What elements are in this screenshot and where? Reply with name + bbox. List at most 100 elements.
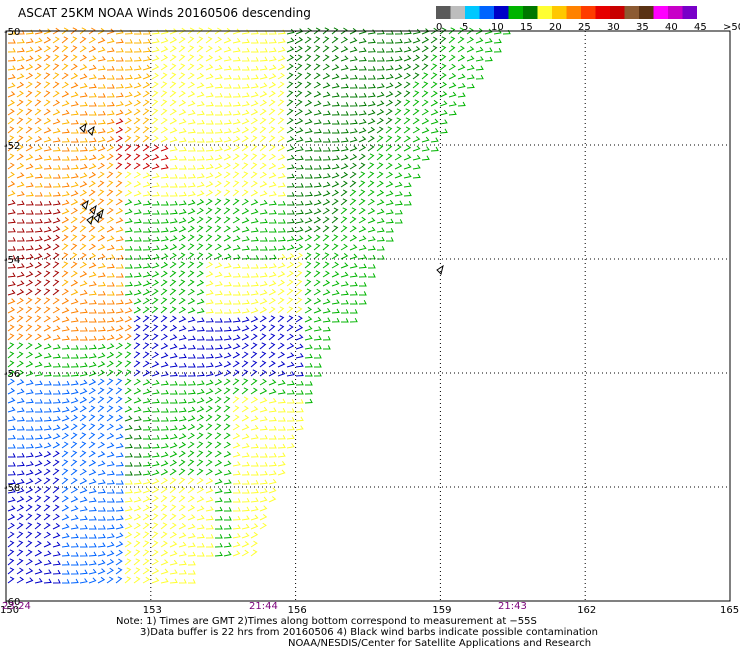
wind-barb	[187, 100, 196, 107]
wind-barb	[196, 110, 205, 116]
wind-barb	[142, 263, 151, 269]
wind-barb	[97, 559, 106, 566]
wind-barb	[394, 64, 403, 71]
longitude-label: 150	[0, 605, 19, 615]
wind-barb	[79, 487, 88, 494]
wind-barb	[367, 264, 376, 269]
wind-barb	[70, 155, 79, 161]
wind-barb	[412, 81, 420, 89]
wind-barb	[250, 227, 259, 233]
wind-barb	[304, 389, 313, 395]
wind-barb	[403, 126, 411, 134]
wind-barb	[169, 226, 178, 233]
wind-barb	[160, 182, 169, 188]
wind-barb	[313, 173, 322, 179]
wind-barb	[133, 272, 142, 278]
wind-barb	[88, 225, 96, 233]
wind-barb	[25, 154, 34, 161]
wind-barb	[169, 371, 178, 377]
wind-barb	[214, 46, 223, 53]
wind-barb	[61, 173, 70, 179]
wind-barb	[52, 270, 60, 278]
wind-barb	[106, 541, 115, 548]
wind-barb	[241, 325, 250, 332]
wind-barb	[277, 306, 285, 314]
wind-barb	[97, 290, 106, 296]
wind-barb	[403, 163, 412, 170]
wind-barb	[268, 38, 277, 44]
wind-barb	[79, 506, 88, 512]
wind-barb	[106, 533, 115, 539]
wind-barb	[250, 479, 259, 485]
wind-barb	[52, 459, 60, 467]
wind-barb	[377, 255, 385, 260]
wind-barb	[250, 218, 259, 224]
wind-barb	[268, 73, 277, 80]
wind-barb	[106, 326, 115, 332]
wind-barb	[71, 561, 79, 566]
wind-barb	[259, 135, 267, 143]
wind-barb	[133, 406, 142, 413]
wind-barb	[70, 216, 78, 224]
wind-barb	[133, 324, 141, 332]
wind-barb	[106, 92, 115, 98]
wind-barb	[214, 281, 223, 287]
wind-barb	[97, 568, 106, 575]
wind-barb	[88, 64, 97, 71]
wind-barb	[160, 72, 168, 80]
wind-barb	[34, 380, 43, 386]
wind-barb	[151, 144, 160, 152]
wind-barb	[268, 219, 277, 224]
wind-barb	[52, 243, 60, 251]
wind-barb	[7, 425, 16, 431]
wind-barb	[61, 137, 70, 143]
wind-barb	[358, 56, 367, 62]
wind-barb	[250, 378, 258, 386]
wind-barb	[286, 361, 295, 368]
wind-barb	[169, 495, 177, 503]
wind-barb	[340, 243, 348, 251]
wind-barb	[34, 549, 43, 557]
wind-barb	[160, 578, 169, 584]
wind-barb	[115, 264, 124, 269]
wind-barb	[286, 253, 295, 260]
wind-barb	[88, 542, 97, 548]
wind-barb	[151, 568, 160, 575]
wind-barb	[295, 279, 303, 287]
wind-barb	[223, 37, 232, 44]
wind-barb	[232, 198, 240, 206]
wind-barb	[385, 144, 393, 152]
wind-barb	[385, 65, 394, 71]
wind-barb	[61, 432, 69, 440]
wind-barb	[178, 208, 187, 215]
wind-barb	[142, 191, 151, 197]
wind-barb	[34, 443, 43, 449]
wind-barb	[124, 576, 132, 584]
wind-barb	[7, 444, 16, 449]
wind-barb	[223, 281, 232, 287]
wind-barb	[124, 218, 133, 224]
wind-barb	[43, 324, 52, 332]
wind-barb	[259, 289, 268, 296]
wind-barb	[115, 506, 124, 512]
wind-barb	[331, 137, 340, 143]
wind-barb	[196, 164, 205, 170]
wind-barb	[268, 496, 277, 503]
wind-barb	[169, 174, 178, 179]
wind-barb	[187, 199, 196, 206]
wind-barb	[169, 451, 178, 458]
wind-barb	[61, 216, 70, 224]
wind-barb	[115, 226, 124, 233]
wind-barb	[187, 288, 195, 296]
wind-barb	[151, 271, 160, 278]
wind-barb	[70, 181, 79, 188]
wind-barb	[367, 118, 376, 125]
wind-barb	[43, 495, 51, 503]
wind-barb	[196, 225, 204, 233]
wind-barb	[142, 324, 150, 332]
wind-barb	[214, 102, 223, 107]
wind-barb	[25, 469, 34, 476]
wind-barb	[394, 73, 403, 80]
wind-barb	[142, 144, 150, 152]
wind-barb	[304, 99, 313, 107]
